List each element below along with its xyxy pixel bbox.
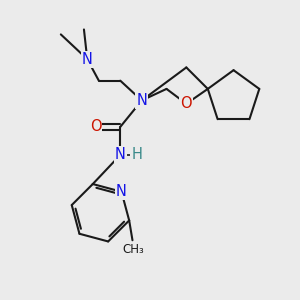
Text: H: H bbox=[131, 148, 142, 163]
Text: N: N bbox=[136, 93, 147, 108]
Text: N: N bbox=[115, 148, 126, 163]
Text: O: O bbox=[90, 119, 101, 134]
Text: CH₃: CH₃ bbox=[122, 243, 144, 256]
Text: N: N bbox=[116, 184, 127, 199]
Text: O: O bbox=[181, 96, 192, 111]
Text: N: N bbox=[82, 52, 93, 67]
